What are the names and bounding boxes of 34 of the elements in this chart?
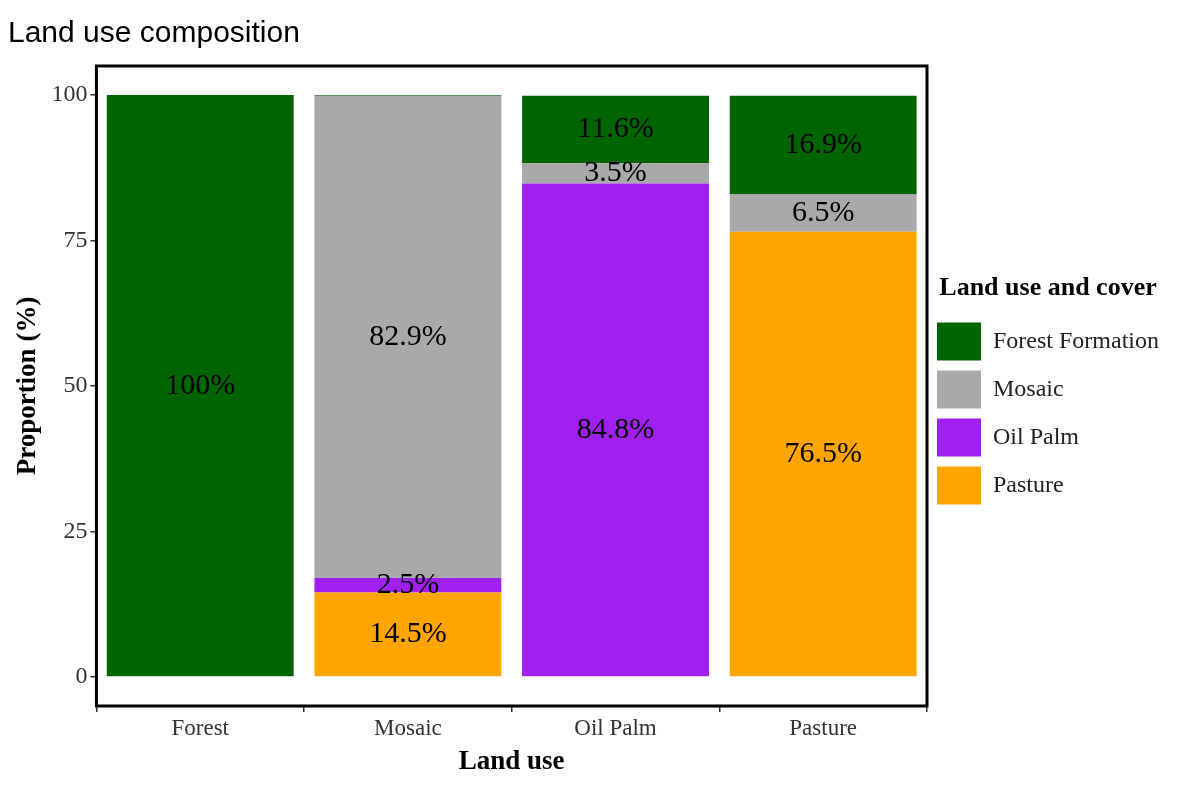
bar [522, 163, 709, 184]
legend-title: Land use and cover [939, 272, 1157, 302]
x-tick-label: Mosaic [374, 714, 442, 740]
legend-label: Pasture [993, 470, 1064, 497]
x-axis-title: Land use [458, 744, 565, 775]
y-tick-label: 100 [51, 80, 88, 107]
data-label: 100% [165, 366, 236, 400]
y-tick-label: 50 [63, 371, 88, 398]
data-label: 14.5% [369, 615, 447, 649]
legend-label: Mosaic [993, 374, 1064, 401]
data-label: 82.9% [369, 317, 447, 351]
data-label: 6.5% [791, 193, 855, 227]
x-tick-label: Pasture [789, 714, 858, 740]
data-label: 76.5% [784, 434, 862, 468]
legend-label: Forest Formation [993, 326, 1159, 353]
data-label: 16.9% [784, 125, 862, 159]
data-label: 3.5% [584, 154, 647, 188]
y-tick-label: 75 [63, 225, 88, 252]
chart-title: Land use composition [8, 15, 300, 49]
data-label: 84.8% [576, 410, 655, 444]
bar [729, 231, 917, 677]
y-axis-title: Proportion (%) [11, 296, 42, 476]
bar [729, 194, 917, 232]
data-label: 11.6% [577, 110, 654, 144]
bar [729, 95, 917, 194]
y-tick-label: 0 [75, 662, 88, 689]
bar [106, 95, 294, 677]
bar [314, 592, 502, 677]
y-tick-label: 25 [63, 516, 88, 543]
x-tick-label: Oil Palm [574, 714, 657, 740]
bar [522, 183, 709, 677]
legend-label: Oil Palm [993, 422, 1080, 449]
x-tick-label: Forest [171, 714, 230, 740]
bar [522, 95, 709, 164]
